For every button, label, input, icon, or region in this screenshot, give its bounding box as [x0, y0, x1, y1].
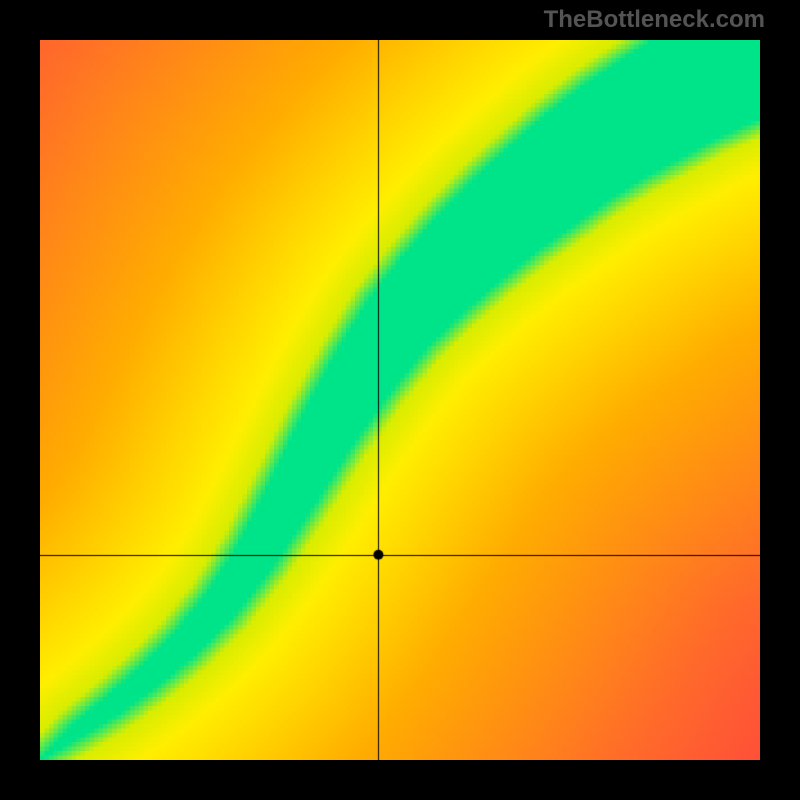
chart-container: TheBottleneck.com [0, 0, 800, 800]
bottleneck-heatmap [40, 40, 760, 760]
watermark-text: TheBottleneck.com [544, 6, 765, 34]
